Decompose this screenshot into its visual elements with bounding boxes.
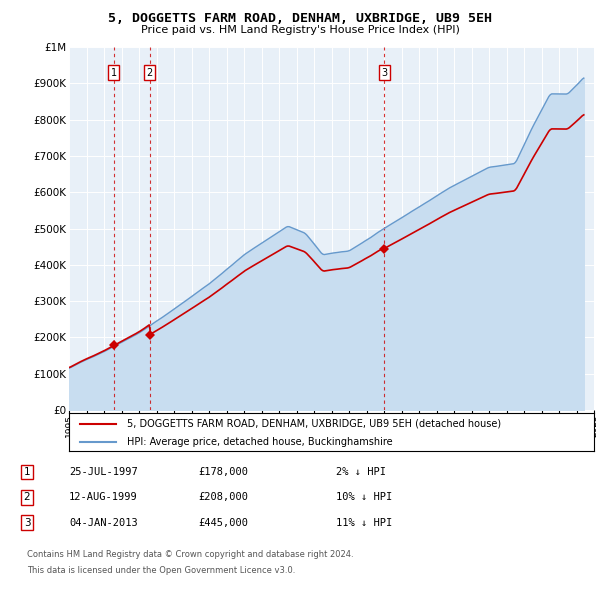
Text: 10% ↓ HPI: 10% ↓ HPI <box>336 493 392 502</box>
Text: 5, DOGGETTS FARM ROAD, DENHAM, UXBRIDGE, UB9 5EH: 5, DOGGETTS FARM ROAD, DENHAM, UXBRIDGE,… <box>108 12 492 25</box>
Text: 3: 3 <box>381 68 387 78</box>
Text: 2: 2 <box>23 493 31 502</box>
Text: HPI: Average price, detached house, Buckinghamshire: HPI: Average price, detached house, Buck… <box>127 437 392 447</box>
Text: 11% ↓ HPI: 11% ↓ HPI <box>336 518 392 527</box>
Text: 1: 1 <box>23 467 31 477</box>
Text: This data is licensed under the Open Government Licence v3.0.: This data is licensed under the Open Gov… <box>27 566 295 575</box>
Text: Price paid vs. HM Land Registry's House Price Index (HPI): Price paid vs. HM Land Registry's House … <box>140 25 460 35</box>
Text: 3: 3 <box>23 518 31 527</box>
Text: £208,000: £208,000 <box>198 493 248 502</box>
Text: £445,000: £445,000 <box>198 518 248 527</box>
Text: 25-JUL-1997: 25-JUL-1997 <box>69 467 138 477</box>
Text: 2% ↓ HPI: 2% ↓ HPI <box>336 467 386 477</box>
Text: 1: 1 <box>111 68 117 78</box>
Text: Contains HM Land Registry data © Crown copyright and database right 2024.: Contains HM Land Registry data © Crown c… <box>27 550 353 559</box>
Text: 2: 2 <box>147 68 153 78</box>
Text: 12-AUG-1999: 12-AUG-1999 <box>69 493 138 502</box>
Text: 5, DOGGETTS FARM ROAD, DENHAM, UXBRIDGE, UB9 5EH (detached house): 5, DOGGETTS FARM ROAD, DENHAM, UXBRIDGE,… <box>127 419 501 429</box>
Text: 04-JAN-2013: 04-JAN-2013 <box>69 518 138 527</box>
Text: £178,000: £178,000 <box>198 467 248 477</box>
